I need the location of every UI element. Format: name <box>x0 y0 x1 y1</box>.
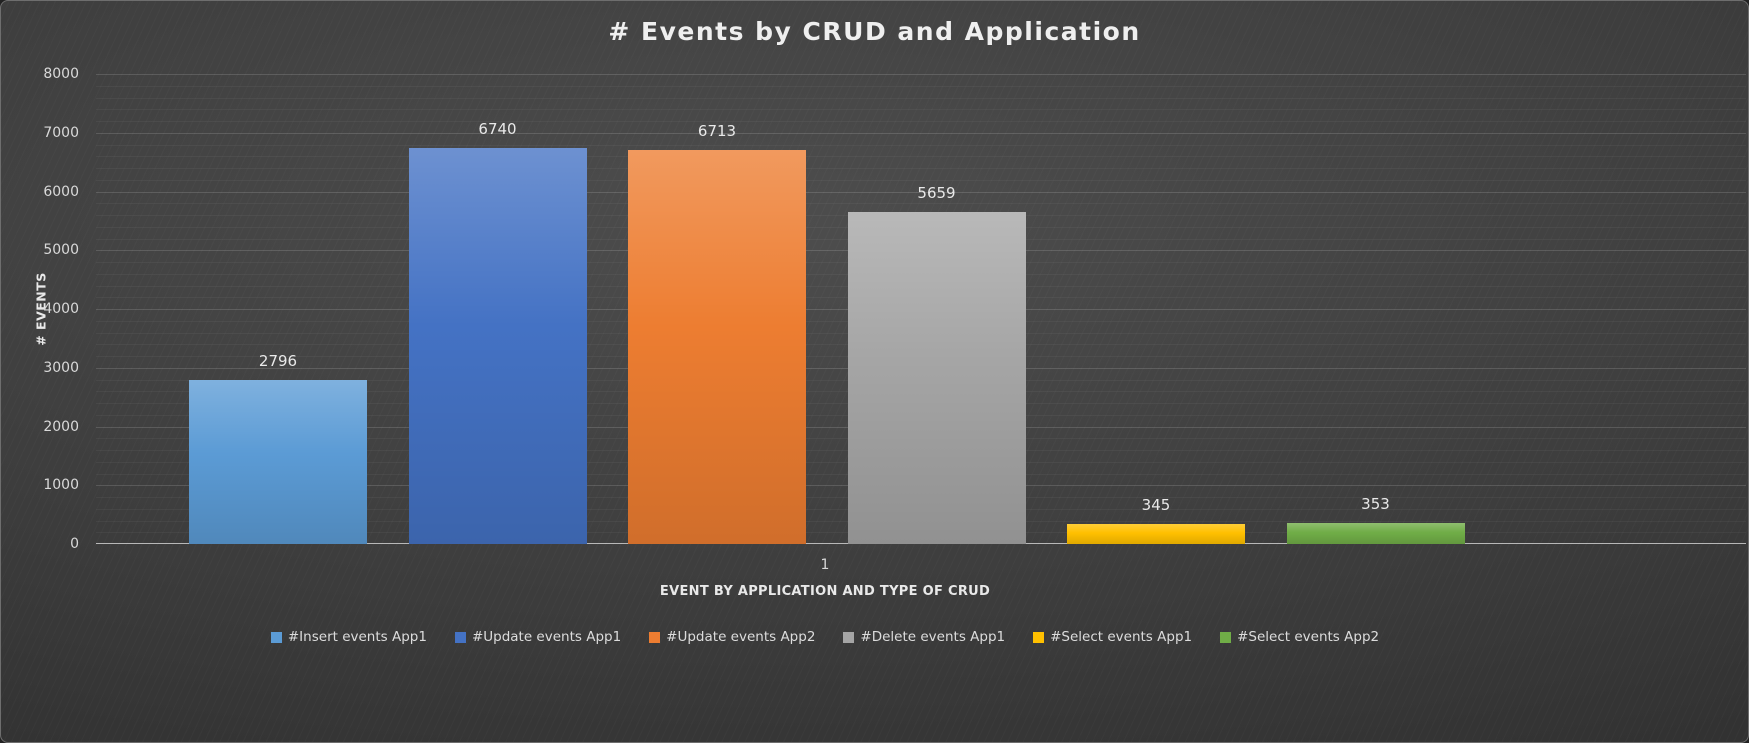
bar-series-4[interactable] <box>847 211 1026 544</box>
minor-gridline <box>96 97 1746 99</box>
legend: #Insert events App1 #Update events App1 #U… <box>96 629 1554 645</box>
y-tick-label: 6000 <box>43 183 79 200</box>
y-tick-label: 1000 <box>43 477 79 494</box>
minor-gridline <box>96 144 1746 146</box>
bar-series-2[interactable] <box>408 148 587 544</box>
y-tick-label: 8000 <box>43 66 79 82</box>
legend-item[interactable]: #Update events App1 <box>454 629 622 645</box>
bar-series-6[interactable] <box>1286 523 1465 544</box>
minor-gridline <box>96 156 1746 158</box>
bar-value-label: 2796 <box>258 351 298 370</box>
legend-item[interactable]: #Select events App1 <box>1033 629 1192 645</box>
y-tick-label: 2000 <box>43 418 79 435</box>
y-tick-label: 4000 <box>43 301 79 317</box>
legend-label: #Update events App2 <box>666 629 816 645</box>
minor-gridline <box>96 203 1746 205</box>
legend-item[interactable]: #Update events App2 <box>649 629 815 645</box>
minor-gridline <box>96 179 1746 181</box>
bar-value-label: 353 <box>1361 495 1390 514</box>
minor-gridline <box>96 85 1746 87</box>
bar-value-label: 6740 <box>478 120 517 139</box>
bar-series-3[interactable] <box>628 149 806 544</box>
legend-label: #Delete events App1 <box>860 629 1006 645</box>
legend-label: #Insert events App1 <box>287 629 427 645</box>
major-gridline <box>96 74 1746 75</box>
minor-gridline <box>96 168 1746 169</box>
legend-swatch-icon <box>1033 631 1045 643</box>
legend-swatch-icon <box>270 631 282 643</box>
legend-label: #Update events App1 <box>471 629 622 645</box>
y-tick-label: 0 <box>70 536 79 552</box>
plot-area: 2796 6740 6713 5659 345 353 <box>96 74 1746 544</box>
minor-gridline <box>96 109 1746 111</box>
legend-swatch-icon <box>454 631 466 643</box>
x-axis-title: EVENT BY APPLICATION AND TYPE OF CRUD <box>659 584 991 599</box>
bar-series-5[interactable] <box>1067 523 1245 544</box>
legend-swatch-icon <box>1220 631 1232 643</box>
y-tick-label: 5000 <box>43 242 79 259</box>
bar-series-1[interactable] <box>189 379 367 544</box>
major-gridline <box>96 132 1746 134</box>
legend-label: #Select events App1 <box>1050 629 1193 645</box>
legend-item[interactable]: #Select events App2 <box>1220 629 1379 645</box>
legend-swatch-icon <box>649 631 661 643</box>
legend-item[interactable]: #Delete events App1 <box>843 629 1005 645</box>
bar-value-label: 5659 <box>917 183 956 202</box>
major-gridline <box>96 191 1746 193</box>
x-category-label: 1 <box>820 557 830 573</box>
legend-swatch-icon <box>843 631 855 643</box>
y-tick-label: 3000 <box>43 359 79 376</box>
legend-label: #Select events App2 <box>1237 629 1380 645</box>
y-tick-label: 7000 <box>43 124 79 141</box>
bar-value-label: 345 <box>1141 495 1171 514</box>
bar-value-label: 6713 <box>697 121 737 140</box>
legend-item[interactable]: #Insert events App1 <box>270 629 427 645</box>
minor-gridline <box>96 121 1746 122</box>
chart-title: # Events by CRUD and Application <box>608 17 1141 46</box>
